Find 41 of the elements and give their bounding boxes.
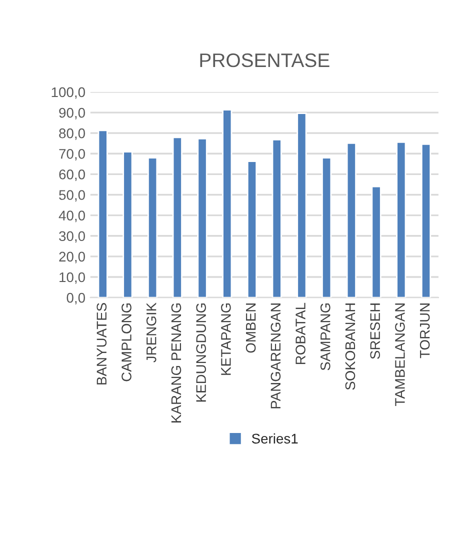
x-tick-label: ROBATAL — [296, 302, 306, 364]
y-tick-label: 80,0 — [59, 128, 85, 140]
bar — [197, 138, 208, 298]
bar — [396, 141, 406, 298]
legend-label: Series1 — [252, 433, 298, 444]
bar — [371, 186, 382, 298]
bar — [148, 157, 158, 298]
x-tick-label: OMBEN — [246, 304, 256, 353]
x-tick-label: BANYUATES — [96, 303, 107, 384]
bar — [296, 112, 307, 298]
bar — [272, 138, 282, 298]
bar — [322, 157, 332, 298]
chart-title: PROSENTASE — [200, 53, 330, 68]
y-tick-label: 70,0 — [59, 148, 85, 160]
x-tick-label: KEDUNGDUNG — [196, 303, 206, 402]
bar — [346, 142, 356, 298]
x-tick-label: CAMPLONG — [122, 303, 132, 382]
x-tick-label: KARANG PENANG — [171, 303, 182, 422]
y-tick-label: 0,0 — [66, 292, 85, 304]
x-tick-label: JRENGIK — [146, 302, 156, 362]
y-tick-label: 60,0 — [59, 170, 85, 182]
y-tick-label: 10,0 — [60, 272, 85, 284]
bar — [420, 143, 432, 298]
bar — [246, 160, 258, 298]
bar — [222, 109, 232, 298]
bar — [122, 151, 133, 298]
x-tick-label: TORJUN — [420, 304, 430, 358]
y-tick-label: 20,0 — [59, 252, 85, 264]
x-tick-label: SAMPANG — [320, 303, 330, 370]
bar — [98, 130, 108, 298]
y-tick-label: 40,0 — [58, 210, 85, 222]
x-tick-label: KETAPANG — [221, 303, 231, 375]
y-tick-label: 100,0 — [52, 87, 85, 99]
y-tick-label: 30,0 — [59, 231, 85, 243]
y-tick-label: 90,0 — [59, 108, 85, 120]
x-tick-label: PANGARENGAN — [270, 304, 281, 408]
x-tick-label: SOKOBANAH — [345, 304, 356, 390]
y-tick-label: 50,0 — [59, 190, 85, 202]
bar — [172, 136, 182, 298]
x-tick-label: SRESEH — [370, 304, 380, 359]
x-tick-label: TAMBELANGAN — [395, 304, 405, 406]
